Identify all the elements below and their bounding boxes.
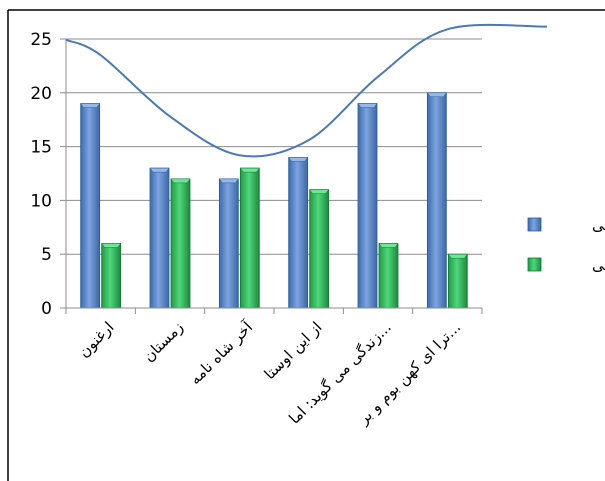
axes xyxy=(60,38,483,314)
bar-eini xyxy=(101,243,122,309)
bar-top-bevel xyxy=(239,167,260,173)
bar-eini xyxy=(378,243,399,309)
bar-eini xyxy=(170,178,191,309)
x-tick-label: آخر شاه نامه xyxy=(186,318,257,389)
bar-top-bevel xyxy=(426,92,447,98)
bar-zehni xyxy=(218,178,239,309)
bar-zehni xyxy=(357,103,378,309)
bar-top-bevel xyxy=(288,157,309,162)
legend: ذهنی عینی xyxy=(527,216,605,274)
trendline-path xyxy=(65,23,548,158)
bar-top-bevel xyxy=(378,243,399,248)
bar-eini xyxy=(239,167,260,309)
legend-label: عینی xyxy=(592,256,605,274)
bar-top-bevel xyxy=(357,103,378,108)
bars xyxy=(80,92,468,309)
bar-top-bevel xyxy=(80,103,101,108)
bar-top-bevel xyxy=(101,243,122,248)
x-tick-label: از این اوستا xyxy=(261,318,326,383)
legend-label: ذهنی xyxy=(592,216,605,234)
bar-eini xyxy=(309,189,330,309)
bar-top-bevel xyxy=(218,178,239,184)
y-tick-label: 25 xyxy=(30,30,52,50)
bar-top-bevel xyxy=(170,178,191,184)
bar-zehni xyxy=(426,92,447,309)
x-tick-label: زمستان xyxy=(140,318,187,365)
bar-zehni xyxy=(80,103,101,309)
y-tick-label: 5 xyxy=(41,245,52,265)
bar-zehni xyxy=(288,156,309,309)
y-tick-labels: 0 5 10 15 20 25 xyxy=(30,30,52,319)
y-tick-label: 20 xyxy=(30,84,52,104)
x-tick-labels: ارغنون زمستان آخر شاه نامه از این اوستازندگ… xyxy=(75,318,464,429)
y-tick-label: 10 xyxy=(30,191,52,211)
legend-swatch xyxy=(527,217,542,232)
bar-zehni xyxy=(149,167,170,309)
y-tick-label: 15 xyxy=(30,138,52,158)
legend-swatch xyxy=(527,257,542,272)
bar-top-bevel xyxy=(149,167,170,173)
bar-top-bevel xyxy=(309,189,330,194)
bar-eini xyxy=(447,253,468,309)
gridlines xyxy=(66,38,482,255)
x-tick-label: ارغنون xyxy=(75,318,118,361)
bar-top-bevel xyxy=(447,253,468,259)
trendline xyxy=(65,23,548,158)
y-tick-label: 0 xyxy=(41,299,52,319)
